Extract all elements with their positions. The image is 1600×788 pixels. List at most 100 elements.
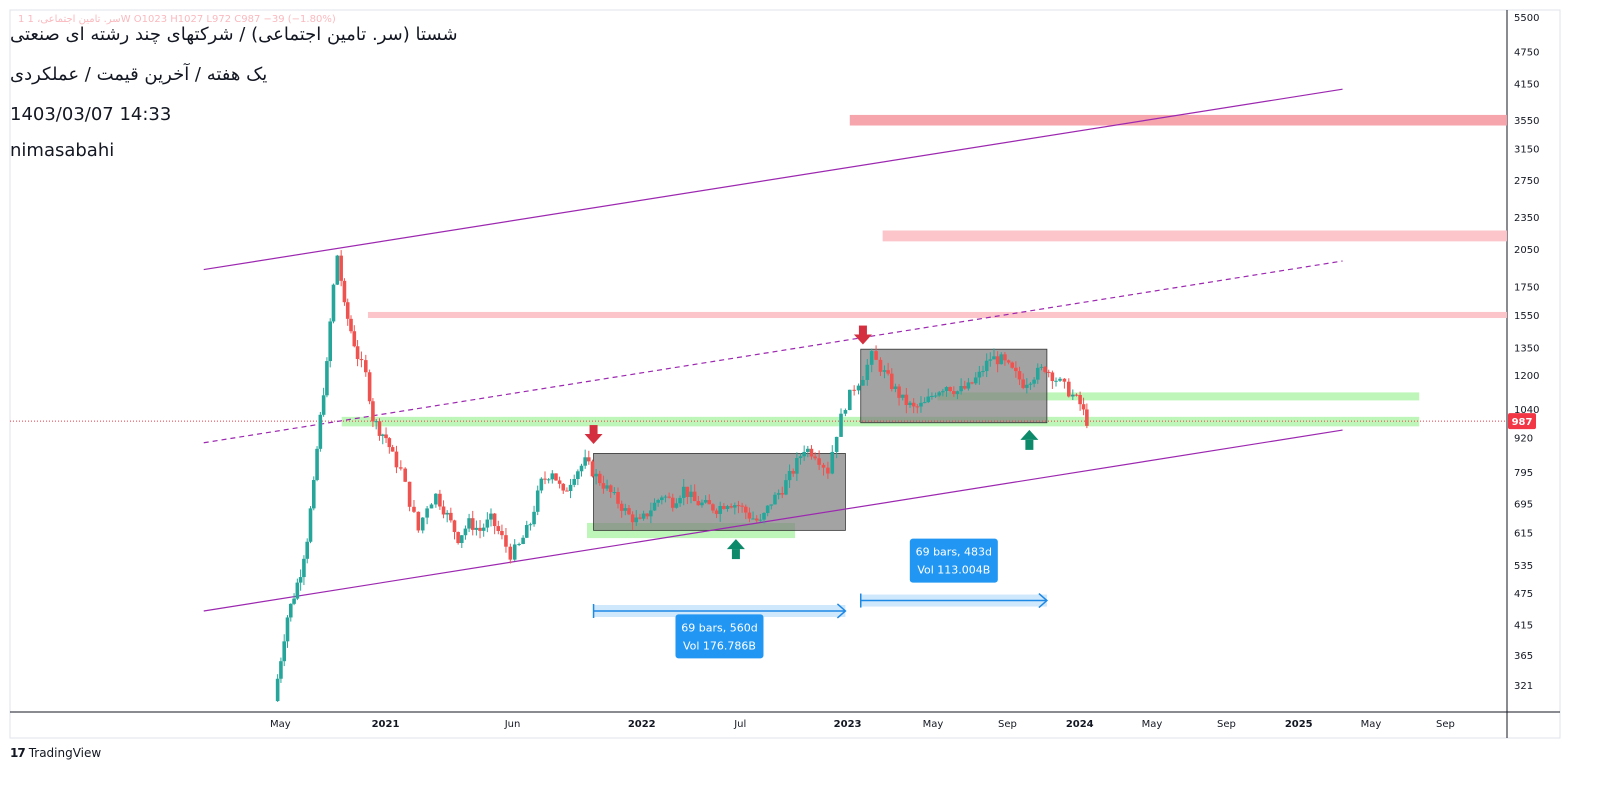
candle-up [331, 284, 336, 322]
arrow-head [726, 539, 745, 550]
candle-up [445, 512, 449, 515]
candle-down [399, 467, 403, 469]
arrow-stem [731, 549, 740, 560]
candle-down [342, 280, 347, 303]
candle-down [412, 506, 416, 512]
candle-up [1054, 380, 1058, 382]
x-tick-label: 2021 [372, 719, 400, 730]
candle-up [856, 385, 861, 391]
trendline-channel-top [203, 88, 1343, 271]
candle-up [298, 577, 303, 583]
candle-up [568, 484, 573, 491]
candle-up [583, 457, 587, 466]
candle-down [1074, 394, 1079, 396]
candle-up [308, 508, 313, 542]
chart-title: شستا (سر. تامین اجتماعی) / شرکتهای چند ر… [10, 24, 458, 45]
buy-arrow-icon [726, 539, 745, 560]
candle-down [915, 406, 920, 408]
candle-up [481, 527, 486, 531]
candle-up [311, 479, 316, 509]
candle-up [652, 502, 657, 511]
candle-down [780, 493, 785, 495]
candle-up [847, 389, 852, 411]
candle-up [919, 402, 923, 407]
candle-down [817, 458, 821, 465]
candle-down [352, 331, 357, 347]
candle-up [882, 370, 887, 372]
candle-down [707, 500, 712, 505]
arrow-head [853, 334, 872, 345]
candle-up [984, 360, 989, 372]
candle-down [452, 520, 457, 533]
candle-up [733, 505, 737, 508]
trendline-channel-mid [203, 260, 1343, 444]
candle-up [649, 510, 653, 517]
candle-up [535, 490, 540, 512]
candle-down [889, 373, 894, 389]
candle-down [1006, 360, 1011, 363]
candle-down [1021, 379, 1025, 388]
candle-up [959, 385, 963, 392]
candle-down [743, 506, 748, 513]
support-zone [937, 392, 1420, 401]
candle-down [852, 389, 856, 391]
sell-arrow-icon [584, 425, 603, 445]
candle-up [641, 513, 646, 519]
candle-up [374, 421, 378, 423]
candle-up [955, 391, 960, 395]
candle-down [496, 526, 501, 531]
y-tick-label: 535 [1514, 561, 1533, 572]
candle-down [349, 318, 353, 332]
candle-up [795, 458, 799, 474]
candle-down [667, 496, 671, 498]
y-tick-label: 615 [1514, 528, 1533, 539]
candle-up [784, 480, 788, 495]
x-tick-label: Jul [733, 719, 746, 730]
candle-down [995, 356, 1000, 365]
candle-up [678, 497, 682, 504]
y-tick-label: 1040 [1514, 405, 1539, 416]
candle-up [425, 508, 429, 518]
y-tick-label: 5500 [1514, 13, 1539, 24]
candle-down [670, 497, 675, 508]
candle-down [1062, 378, 1067, 382]
x-tick-label: May [1142, 719, 1163, 730]
candle-up [623, 508, 628, 511]
candle-up [977, 371, 982, 378]
x-tick-label: 2023 [834, 719, 862, 730]
candle-down [608, 485, 613, 493]
candle-up [512, 544, 517, 560]
candle-up [922, 402, 927, 404]
y-tick-label: 4150 [1514, 79, 1539, 90]
tradingview-brand[interactable]: 17 TradingView [10, 746, 101, 760]
candle-up [944, 387, 949, 392]
candle-down [377, 421, 382, 436]
candle-up [718, 505, 723, 514]
candle-up [787, 470, 792, 481]
candle-down [565, 490, 569, 492]
candle-up [988, 359, 993, 361]
candle-down [597, 473, 602, 484]
candle-down [478, 527, 482, 531]
y-tick-label: 2050 [1514, 245, 1539, 256]
candle-up [689, 491, 693, 497]
candle-up [769, 504, 774, 506]
buy-arrow-icon [1020, 429, 1039, 450]
candle-up [305, 541, 310, 559]
y-tick-label: 2750 [1514, 176, 1539, 187]
y-tick-label: 1350 [1514, 343, 1539, 354]
candle-up [1028, 383, 1033, 385]
x-tick-label: 2022 [628, 719, 656, 730]
tradingview-logo-icon: 17 [10, 746, 26, 760]
candle-down [470, 518, 475, 530]
candle-up [380, 434, 385, 436]
candle-down [736, 505, 741, 507]
candle-up [937, 392, 942, 396]
y-tick-label: 415 [1514, 621, 1533, 632]
candle-down [1046, 371, 1051, 373]
candle-up [802, 451, 806, 457]
candle-down [492, 513, 497, 527]
candle-up [594, 473, 598, 477]
